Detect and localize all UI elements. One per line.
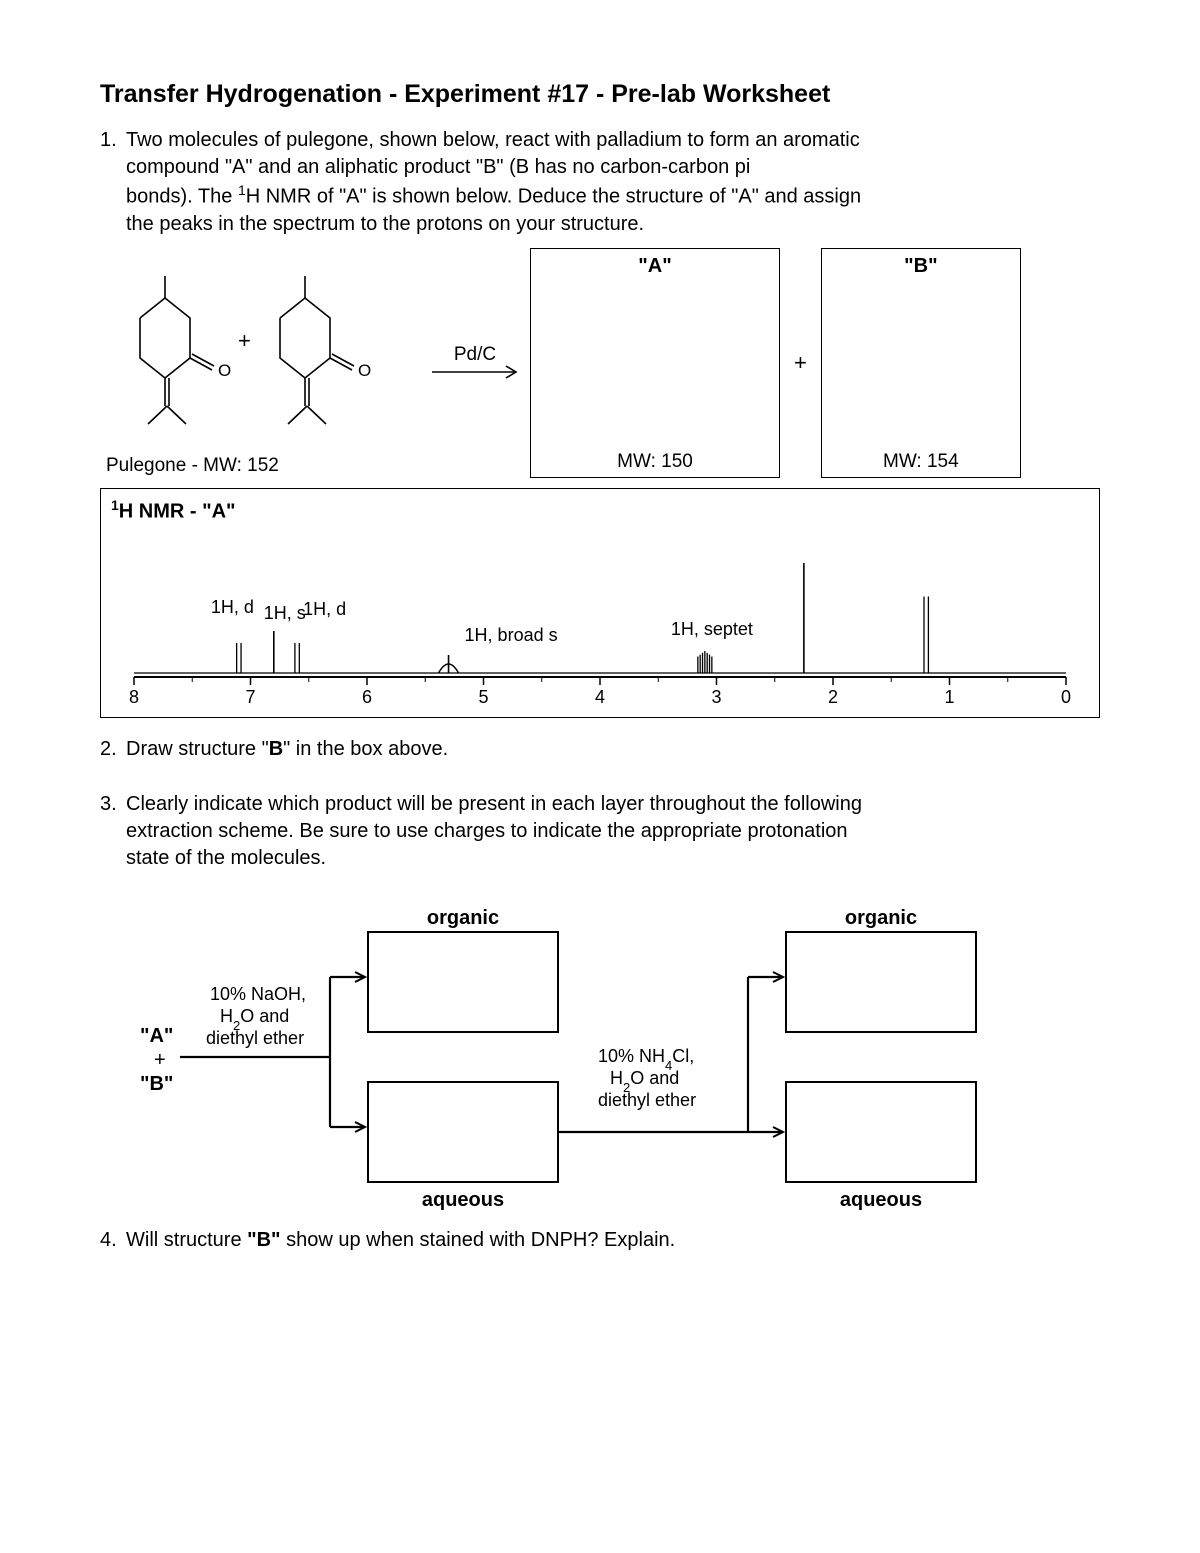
svg-text:+: +	[154, 1049, 166, 1071]
svg-text:1: 1	[944, 687, 954, 703]
reaction-scheme: O + O Pulegone - MW: 152 Pd/C	[100, 248, 1100, 478]
svg-text:7: 7	[245, 687, 255, 703]
svg-text:1H, d: 1H, d	[303, 599, 346, 619]
svg-text:aqueous: aqueous	[422, 1189, 504, 1211]
svg-text:aqueous: aqueous	[840, 1189, 922, 1211]
question-2: 2.Draw structure "B" in the box above.	[100, 736, 1100, 763]
svg-text:0: 0	[1061, 687, 1071, 703]
page-title: Transfer Hydrogenation - Experiment #17 …	[100, 80, 1100, 109]
svg-text:6: 6	[362, 687, 372, 703]
svg-text:2: 2	[828, 687, 838, 703]
extraction-scheme: "A"+"B"10% NaOH,H2O anddiethyl etherorga…	[140, 882, 1100, 1227]
reaction-arrow: Pd/C	[430, 248, 520, 478]
svg-text:organic: organic	[427, 907, 499, 929]
svg-text:O: O	[218, 361, 231, 380]
question-3: 3.Clearly indicate which product will be…	[100, 791, 1100, 872]
svg-text:1H, d: 1H, d	[211, 597, 254, 617]
svg-text:10% NaOH,: 10% NaOH,	[210, 984, 306, 1004]
svg-text:"B": "B"	[140, 1073, 173, 1095]
svg-text:"A": "A"	[140, 1025, 173, 1047]
svg-text:+: +	[238, 328, 251, 353]
pulegone-structures: O + O	[100, 248, 420, 448]
question-4: 4.Will structure "B" show up when staine…	[100, 1227, 1100, 1254]
svg-text:diethyl ether: diethyl ether	[598, 1090, 696, 1110]
svg-text:1H, s: 1H, s	[264, 603, 306, 623]
pulegone-caption: Pulegone - MW: 152	[100, 455, 420, 477]
nmr-spectrum: 1H NMR - "A" 876543210PPM1H, d1H, s1H, d…	[100, 488, 1100, 718]
product-box-b: "B" MW: 154	[821, 248, 1021, 478]
svg-text:diethyl ether: diethyl ether	[206, 1028, 304, 1048]
svg-text:8: 8	[129, 687, 139, 703]
svg-text:1H, broad s: 1H, broad s	[465, 625, 558, 645]
product-box-a: "A" MW: 150	[530, 248, 780, 478]
svg-text:organic: organic	[845, 907, 917, 929]
svg-text:4: 4	[595, 687, 605, 703]
question-1: 1.Two molecules of pulegone, shown below…	[100, 127, 1100, 238]
plus-sign: +	[790, 248, 811, 478]
svg-text:5: 5	[478, 687, 488, 703]
svg-text:O: O	[358, 361, 371, 380]
svg-text:1H, septet: 1H, septet	[671, 619, 753, 639]
svg-text:3: 3	[711, 687, 721, 703]
